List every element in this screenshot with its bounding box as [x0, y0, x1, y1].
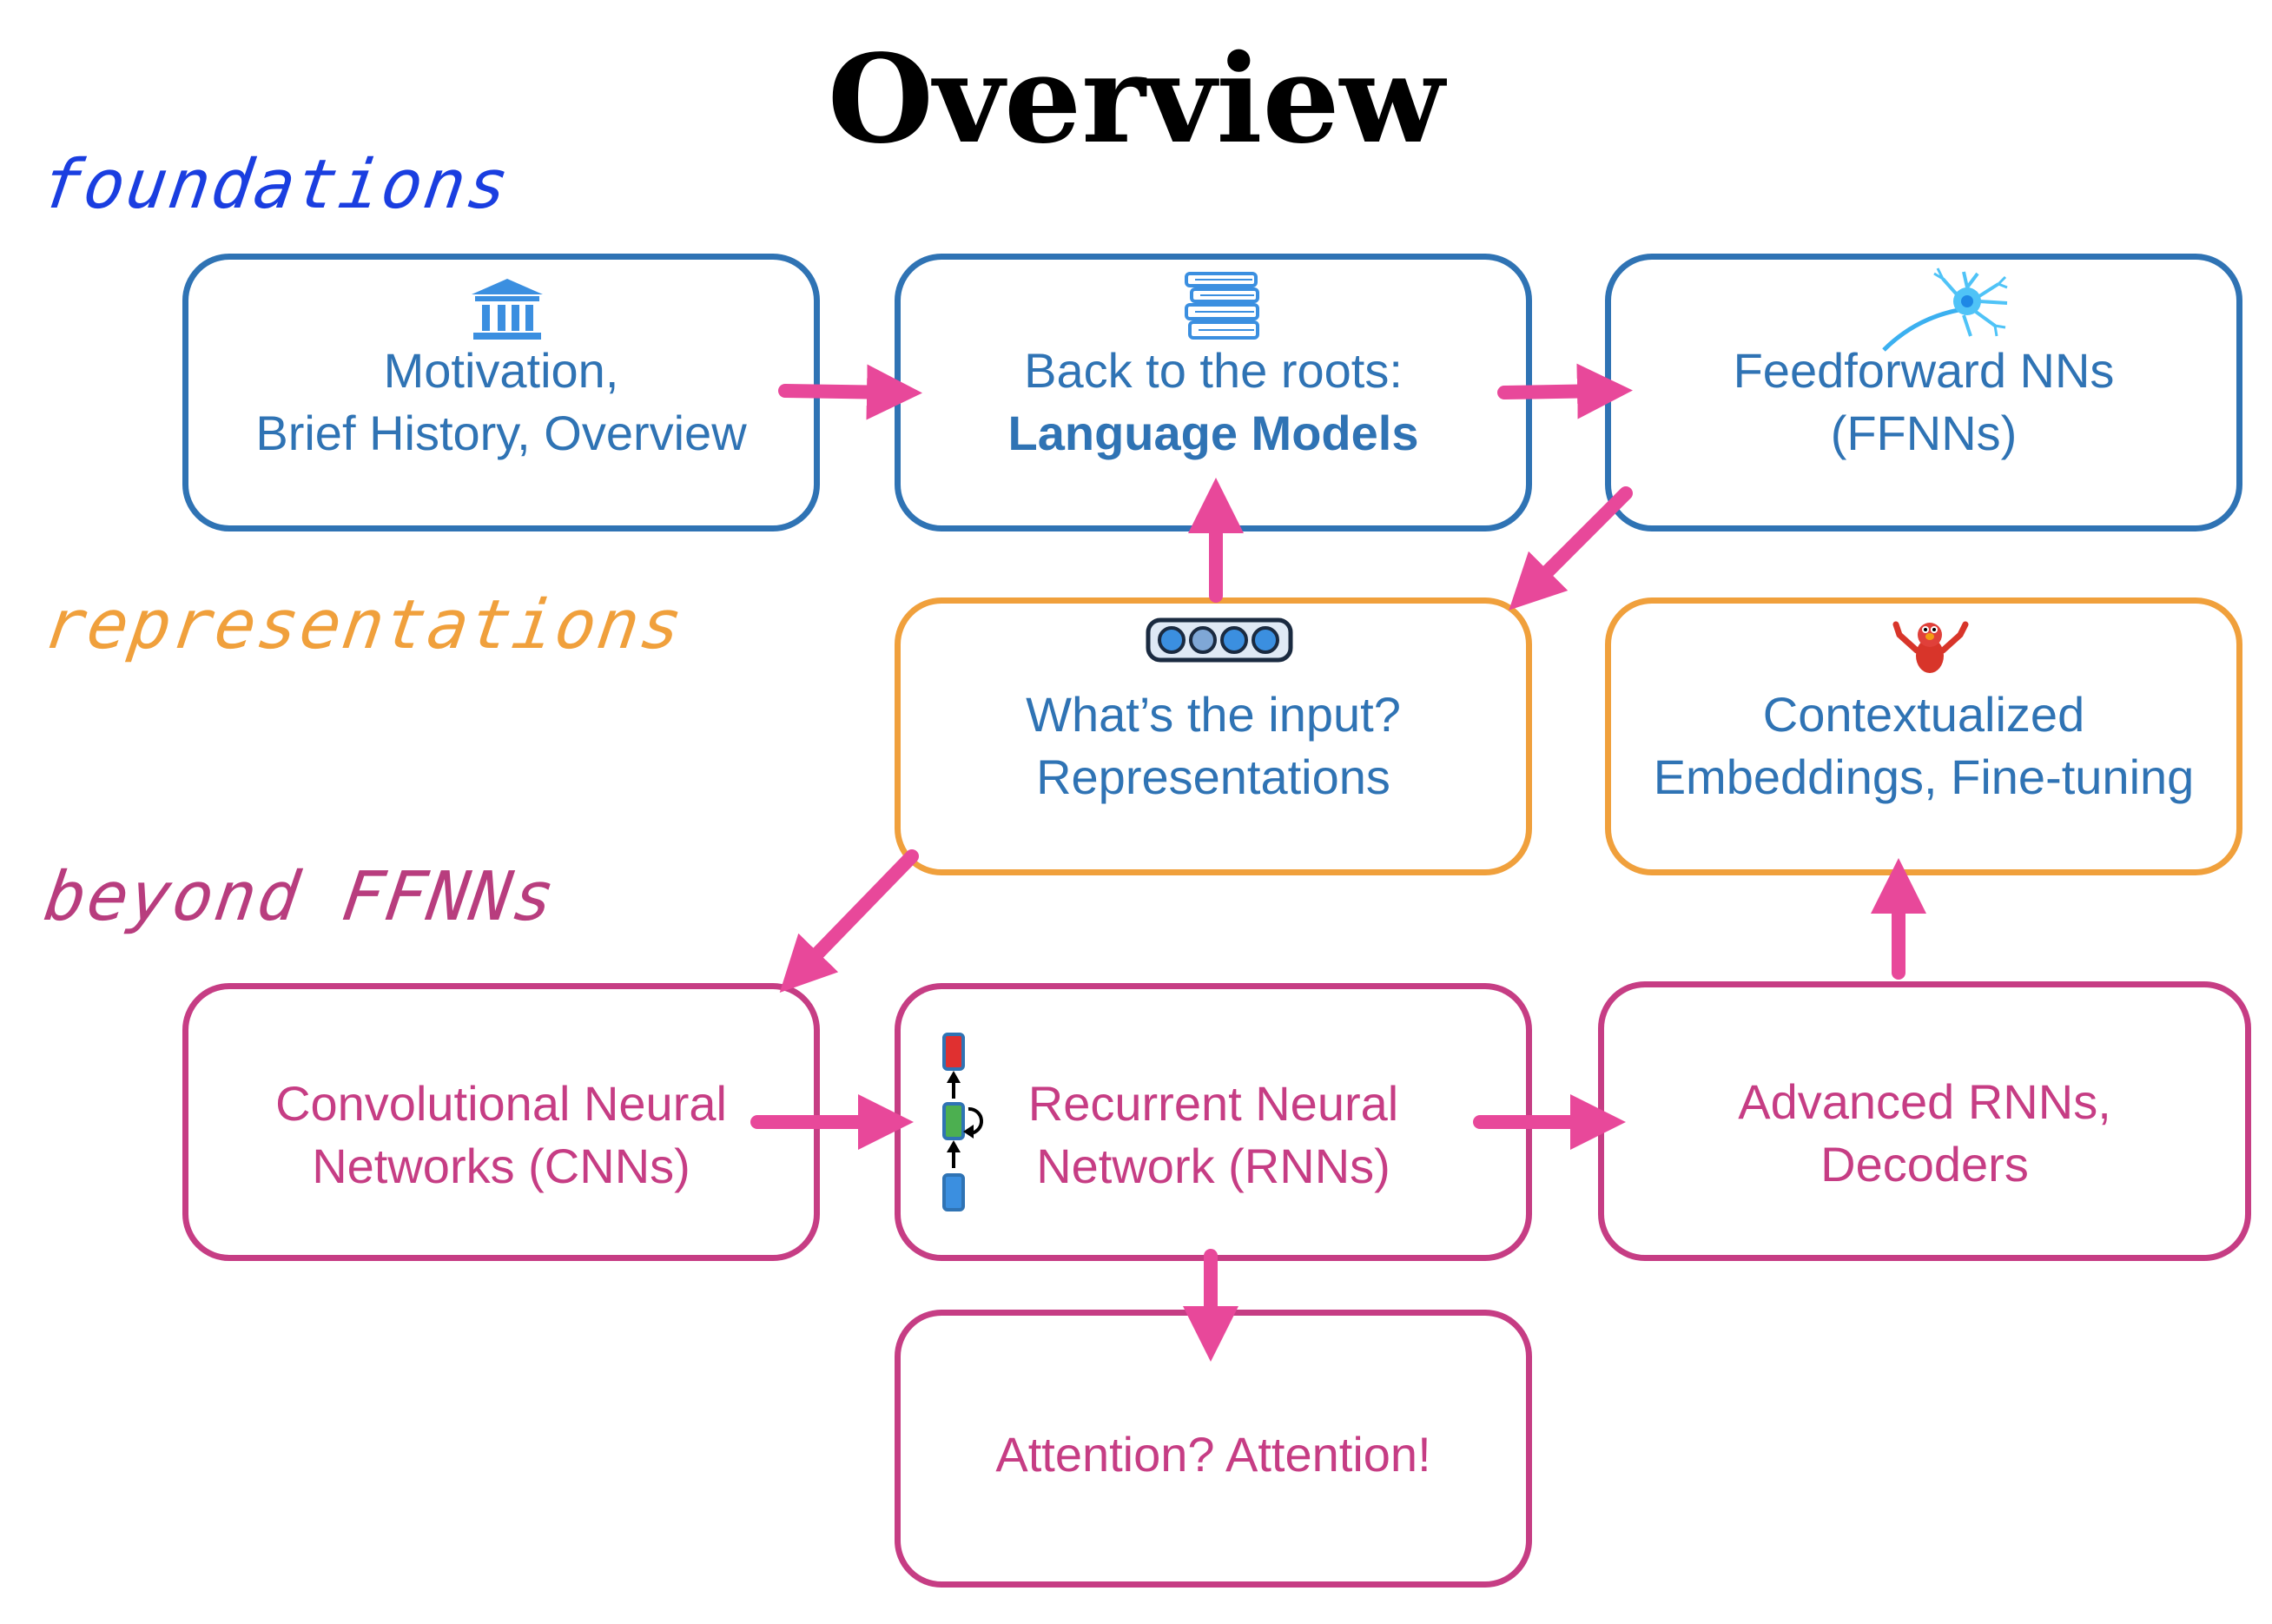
advanced-line2: Decoders — [1820, 1137, 2029, 1192]
rnn-line2: Network (RNNs) — [1036, 1139, 1390, 1193]
arrow-ffnn-to-input — [1509, 486, 1633, 611]
contextualized-line2: Embeddings, Fine-tuning — [1653, 749, 2195, 804]
box-input-representations[interactable]: What’s the input? Representations — [895, 597, 1532, 875]
elmo-icon — [1892, 621, 1969, 673]
cnn-line2: Networks (CNNs) — [312, 1139, 690, 1193]
arrow-input-to-cnn — [779, 849, 919, 993]
motivation-line2: Brief History, Overview — [255, 406, 747, 460]
input-line1: What’s the input? — [1026, 687, 1401, 742]
arrow-roots-to-ffnn — [1497, 363, 1633, 419]
cnn-line1: Convolutional Neural — [275, 1076, 727, 1131]
neuron-icon — [1882, 267, 2008, 352]
rnn-cell-icon — [942, 1033, 984, 1211]
books-icon — [1185, 272, 1259, 340]
ffnn-line2: (FFNNs) — [1830, 406, 2018, 460]
roots-line2: Language Models — [1007, 406, 1419, 460]
box-ffnn[interactable]: Feedforward NNs (FFNNs) — [1605, 254, 2242, 531]
museum-icon — [472, 279, 543, 340]
box-motivation[interactable]: Motivation, Brief History, Overview — [182, 254, 820, 531]
roots-line1: Back to the roots: — [1024, 343, 1403, 398]
box-advanced-rnn[interactable]: Advanced RNNs, Decoders — [1598, 981, 2251, 1261]
contextualized-line1: Contextualized — [1762, 687, 2085, 742]
slide-title: Overview — [827, 29, 1445, 171]
box-rnn[interactable]: Recurrent Neural Network (RNNs) — [895, 983, 1532, 1261]
ffnn-line1: Feedforward NNs — [1733, 343, 2115, 398]
input-line2: Representations — [1036, 749, 1390, 804]
rnn-line1: Recurrent Neural — [1027, 1076, 1399, 1131]
box-cnn[interactable]: Convolutional Neural Networks (CNNs) — [182, 983, 820, 1261]
attention-line1: Attention? Attention! — [995, 1427, 1431, 1482]
vector-icon — [1146, 617, 1293, 663]
advanced-line1: Advanced RNNs, — [1738, 1074, 2111, 1129]
arrow-motivation-to-roots — [778, 364, 922, 420]
motivation-line1: Motivation, — [383, 343, 619, 398]
